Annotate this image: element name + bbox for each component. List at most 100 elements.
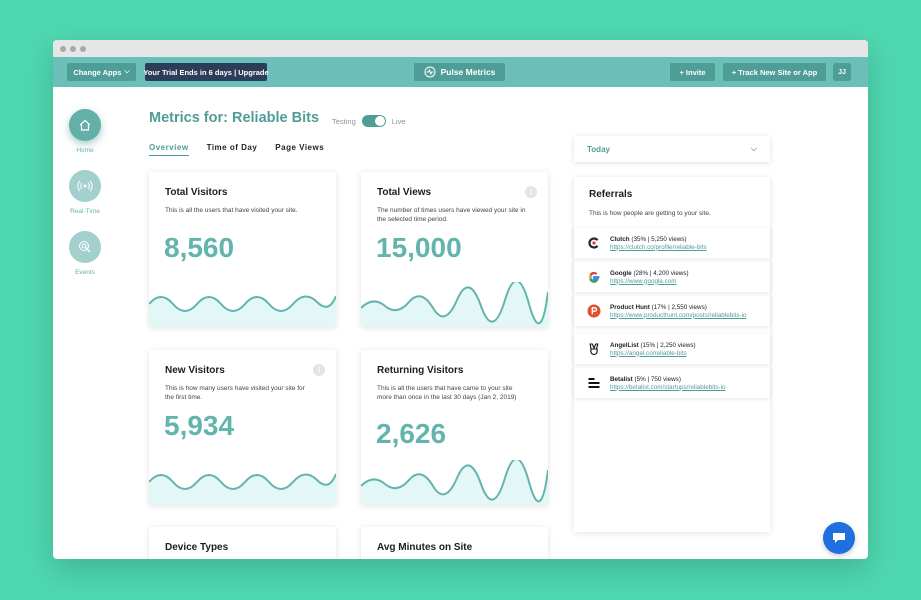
change-apps-button[interactable]: Change Apps ⌵: [67, 63, 136, 81]
referral-item: Google (28% | 4,200 views) https://www.g…: [574, 262, 770, 292]
total-visitors-card: Total Visitors This is all the users tha…: [149, 172, 336, 327]
sparkline-wave: [361, 460, 548, 505]
nav-label-realtime: Real-Time: [70, 208, 100, 215]
referral-link[interactable]: https://www.google.com: [610, 277, 677, 285]
device-types-card: Device Types: [149, 527, 336, 559]
card-title: Total Visitors: [165, 187, 228, 198]
chat-button[interactable]: [823, 522, 855, 554]
referral-stats: (15% | 2,250 views): [640, 342, 696, 349]
card-value: 15,000: [376, 232, 462, 263]
referral-name: Clutch: [610, 236, 630, 243]
referral-name: Google: [610, 270, 632, 277]
card-title: Avg Minutes on Site: [377, 542, 473, 553]
card-title: Returning Visitors: [377, 365, 464, 376]
total-views-card: Total Views i The number of times users …: [361, 172, 548, 327]
referral-item: Betalist (5% | 750 views) https://betali…: [574, 368, 770, 398]
referral-name: Product Hunt: [610, 304, 650, 311]
referral-item: Clutch (35% | 5,250 views) https://clutc…: [574, 228, 770, 258]
referral-link[interactable]: https://www.producthunt.com/posts/reliab…: [610, 311, 747, 319]
date-range-select[interactable]: Today ⌵: [574, 136, 770, 162]
referral-name: Betalist: [610, 376, 633, 383]
referral-text: Google (28% | 4,200 views) https://www.g…: [610, 270, 760, 285]
sparkline-wave: [149, 473, 336, 505]
card-description: This is all the users that have came to …: [377, 385, 517, 401]
referrals-title: Referrals: [589, 189, 633, 200]
chevron-down-icon: ⌵: [750, 144, 757, 153]
card-title: New Visitors: [165, 365, 225, 376]
pulse-icon: [424, 66, 436, 78]
app-window: Change Apps ⌵ Your Trial Ends in 6 days …: [53, 40, 868, 559]
sparkline-wave: [149, 295, 336, 327]
referral-item: Product Hunt (17% | 2,550 views) https:/…: [574, 296, 770, 326]
referral-text: Product Hunt (17% | 2,550 views) https:/…: [610, 304, 760, 319]
referral-stats: (28% | 4,200 views): [633, 270, 689, 277]
producthunt-icon: [587, 304, 601, 318]
broadcast-icon: [77, 180, 93, 192]
referral-text: Betalist (5% | 750 views) https://betali…: [610, 376, 760, 391]
referral-link[interactable]: https://angel.co/reliable-bits: [610, 349, 687, 357]
nav-item-events[interactable]: Events: [68, 231, 102, 276]
invite-button[interactable]: + Invite: [670, 63, 715, 81]
card-title: Total Views: [377, 187, 432, 198]
window-maximize-dot[interactable]: [80, 45, 86, 52]
card-title: Device Types: [165, 542, 229, 553]
window-minimize-dot[interactable]: [70, 45, 76, 52]
page-title: Metrics for: Reliable Bits: [149, 110, 320, 126]
google-icon: [587, 270, 601, 284]
nav-item-home[interactable]: Home: [68, 109, 102, 154]
referrals-subtitle: This is how people are getting to your s…: [589, 210, 711, 217]
referral-text: Clutch (35% | 5,250 views) https://clutc…: [610, 236, 760, 251]
toggle-label-live: Live: [391, 116, 406, 126]
avg-minutes-card: Avg Minutes on Site: [361, 527, 548, 559]
metrics-tabs: Overview Time of Day Page Views: [149, 143, 324, 156]
home-icon: [79, 119, 91, 131]
referral-item: AngelList (15% | 2,250 views) https://an…: [574, 334, 770, 364]
referral-link[interactable]: https://betalist.com/startups/reliablebi…: [610, 383, 726, 391]
card-value: 2,626: [376, 418, 447, 449]
nav-label-home: Home: [76, 147, 94, 154]
card-description: This is all the users that have visited …: [165, 207, 298, 214]
realtime-nav-button[interactable]: [69, 170, 101, 202]
top-bar: Change Apps ⌵ Your Trial Ends in 6 days …: [53, 57, 868, 87]
home-nav-button[interactable]: [69, 109, 101, 141]
chevron-down-icon: ⌵: [124, 68, 130, 75]
card-value: 5,934: [164, 410, 235, 441]
referral-stats: (17% | 2,550 views): [651, 304, 707, 311]
new-visitors-card: New Visitors i This is how many users ha…: [149, 350, 336, 505]
referral-stats: (35% | 5,250 views): [631, 236, 687, 243]
toggle-knob: [374, 116, 385, 126]
card-value: 8,560: [164, 232, 235, 263]
date-range-value: Today: [587, 144, 610, 154]
referral-name: AngelList: [610, 342, 639, 349]
trial-upgrade-button[interactable]: Your Trial Ends in 6 days | Upgrade: [143, 63, 269, 81]
brand-logo[interactable]: Pulse Metrics: [414, 63, 505, 81]
referrals-panel: Referrals This is how people are getting…: [574, 177, 770, 532]
info-icon[interactable]: i: [313, 364, 325, 376]
referral-link[interactable]: https://clutch.co/profile/reliable-bits: [610, 243, 707, 251]
returning-visitors-card: Returning Visitors This is all the users…: [361, 350, 548, 505]
toggle-label-testing: Testing: [332, 116, 356, 126]
chat-bubble-icon: [833, 533, 845, 543]
card-description: The number of times users have viewed yo…: [377, 207, 526, 223]
window-close-dot[interactable]: [60, 45, 66, 52]
betalist-icon: [587, 376, 601, 390]
pointer-click-icon: [79, 241, 91, 253]
window-chrome: [53, 40, 868, 57]
brand-name: Pulse Metrics: [440, 67, 496, 77]
testing-live-toggle[interactable]: [361, 115, 386, 127]
card-description: This is how many users have visited your…: [165, 385, 305, 401]
tab-overview[interactable]: Overview: [149, 143, 189, 156]
referral-stats: (5% | 750 views): [634, 376, 681, 383]
info-icon[interactable]: i: [525, 186, 537, 198]
angellist-icon: [587, 342, 601, 356]
referral-text: AngelList (15% | 2,250 views) https://an…: [610, 342, 760, 357]
tab-time-of-day[interactable]: Time of Day: [206, 143, 258, 152]
events-nav-button[interactable]: [69, 231, 101, 263]
clutch-icon: [587, 236, 601, 250]
track-new-site-button[interactable]: + Track New Site or App: [723, 63, 826, 81]
tab-page-views[interactable]: Page Views: [275, 143, 325, 152]
nav-item-realtime[interactable]: Real-Time: [68, 170, 102, 215]
user-avatar[interactable]: JJ: [833, 63, 851, 81]
sparkline-wave: [361, 282, 548, 327]
nav-label-events: Events: [75, 269, 95, 276]
